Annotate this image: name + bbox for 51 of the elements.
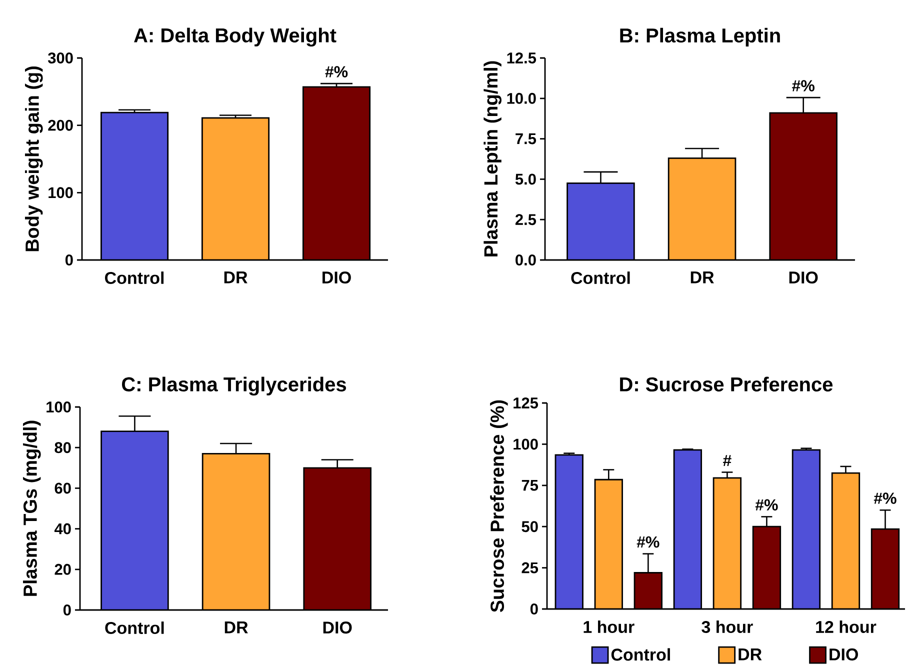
x-tick-label: 3 hour [702, 620, 753, 634]
x-tick-label: 12 hour [816, 620, 876, 634]
y-axis-title: Plasma Leptin (ng/ml) [484, 61, 502, 256]
y-tick-label: 7.5 [516, 133, 536, 144]
chart-title: D: Sucrose Preference [620, 376, 833, 392]
y-tick-label: 125 [514, 398, 538, 408]
y-tick-label: 100 [514, 438, 538, 450]
y-tick-label: 75 [522, 480, 538, 491]
y-tick-label: 25 [522, 562, 538, 574]
x-tick-label: 1 hour [584, 620, 634, 634]
y-tick-label: 100 [48, 187, 73, 198]
y-tick-label: 60 [54, 482, 71, 494]
x-tick-label: Control [105, 272, 164, 284]
y-tick-label: 100 [46, 402, 71, 412]
legend-label: DIO [830, 648, 858, 660]
y-tick-label: 0 [65, 254, 73, 266]
y-tick-label: 2.5 [515, 214, 536, 226]
legend-label: DR [738, 648, 762, 660]
y-tick-label: 5.0 [515, 174, 536, 185]
x-tick-label: DIO [323, 622, 352, 634]
legend-label: Control [611, 648, 670, 661]
annotation: #% [792, 80, 814, 92]
y-tick-label: 40 [54, 523, 71, 534]
y-tick-label: 200 [48, 120, 73, 131]
x-tick-label: Control [105, 622, 164, 634]
y-axis-title: Body weight gain (g) [24, 66, 43, 252]
y-tick-label: 12.5 [507, 52, 536, 64]
y-tick-label: 0.0 [516, 254, 536, 266]
annotation: #% [755, 499, 778, 511]
chart-title: B: Plasma Leptin [620, 28, 780, 46]
y-tick-label: 0 [530, 604, 538, 614]
x-tick-label: DR [690, 272, 714, 284]
annotation: #% [874, 492, 896, 504]
annotation: #% [636, 536, 660, 548]
y-tick-label: 80 [54, 442, 71, 454]
x-tick-label: DIO [789, 272, 818, 284]
y-tick-label: 20 [54, 564, 71, 575]
x-tick-label: Control [571, 272, 630, 284]
x-tick-label: DR [224, 622, 248, 634]
y-axis-title: Sucrose Preference (%) [490, 400, 508, 612]
y-tick-label: 0 [63, 604, 71, 616]
x-tick-label: DIO [322, 272, 351, 284]
chart-title: A: Delta Body Weight [134, 28, 336, 46]
y-tick-label: 50 [522, 521, 538, 532]
annotation: # [723, 455, 732, 466]
annotation: #% [325, 66, 348, 78]
y-axis-title: Plasma TGs (mg/dl) [22, 420, 41, 596]
x-tick-label: DR [224, 272, 248, 284]
y-tick-label: 10.0 [507, 92, 536, 104]
chart-title: C: Plasma Triglycerides [122, 376, 346, 396]
y-tick-label: 300 [48, 52, 73, 64]
